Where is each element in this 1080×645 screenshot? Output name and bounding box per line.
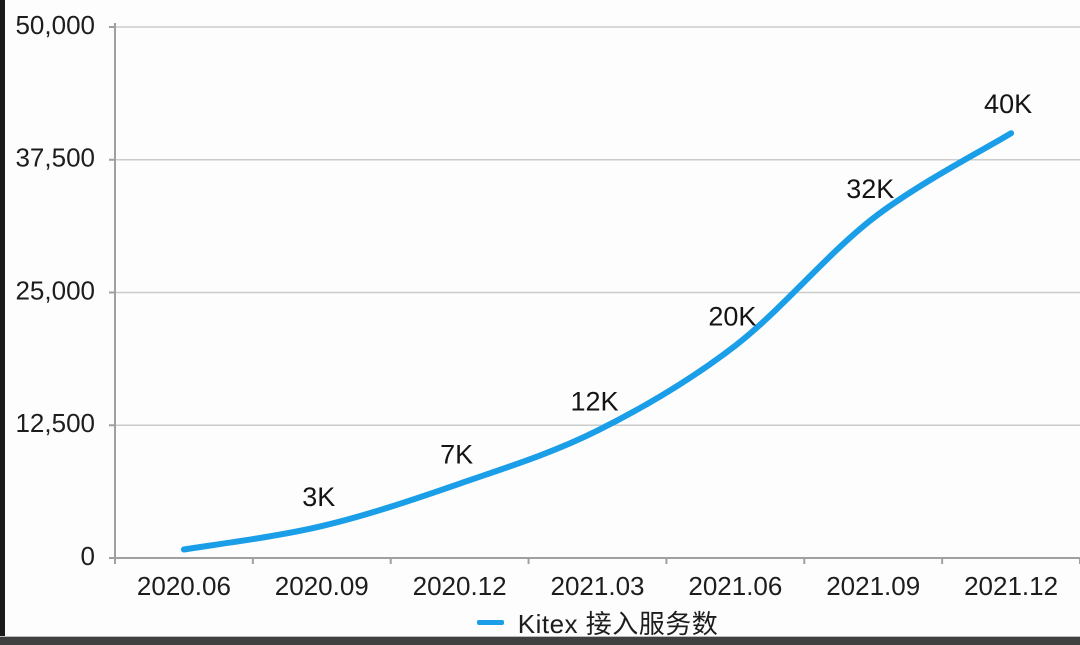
- y-axis-label: 37,500: [15, 143, 95, 173]
- x-axis-label: 2021.03: [551, 571, 645, 601]
- data-point-label: 7K: [440, 440, 473, 470]
- x-axis-label: 2021.09: [826, 571, 920, 601]
- legend-line-marker-icon: [476, 619, 504, 625]
- x-axis-label: 2020.12: [413, 571, 507, 601]
- x-axis-label: 2021.12: [964, 571, 1058, 601]
- legend-label: Kitex 接入服务数: [517, 608, 719, 639]
- y-axis-label: 50,000: [15, 10, 95, 40]
- x-axis-label: 2020.09: [275, 571, 369, 601]
- y-axis-label: 25,000: [15, 275, 95, 305]
- screen-edge-bottom-bar: [0, 636, 1080, 645]
- data-point-label: 12K: [570, 387, 618, 417]
- series-line: [180, 130, 1015, 553]
- x-axis-label: 2021.06: [688, 571, 782, 601]
- data-point-label: 32K: [846, 174, 894, 204]
- data-point-label: 3K: [302, 482, 335, 512]
- x-axis-label: 2020.06: [137, 571, 231, 601]
- y-axis-label: 0: [81, 541, 95, 571]
- data-point-label: 40K: [984, 89, 1032, 119]
- data-point-label: 20K: [708, 302, 756, 332]
- screen-edge-left-bar: [0, 0, 5, 645]
- y-axis-label: 12,500: [15, 408, 95, 438]
- chart-legend: Kitex 接入服务数: [115, 606, 1080, 639]
